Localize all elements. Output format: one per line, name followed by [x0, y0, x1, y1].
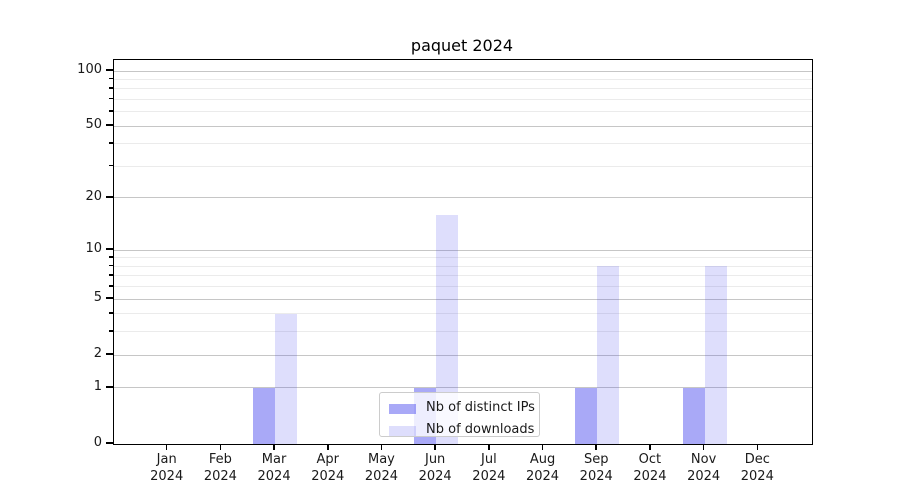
bar-distinct-ips [682, 387, 705, 444]
x-axis-tick-label: Jul 2024 [472, 452, 506, 484]
bar-downloads [275, 313, 298, 444]
gridline-major [114, 354, 812, 356]
gridline-minor [114, 165, 812, 167]
y-axis-tick-label: 2 [93, 346, 102, 362]
y-axis-minor-tick [109, 285, 113, 287]
y-axis-major-tick [106, 353, 113, 355]
x-axis-tick-label: Aug 2024 [525, 452, 560, 484]
x-axis-tick-label: Jun 2024 [418, 452, 452, 484]
gridline-minor [114, 286, 812, 288]
x-axis-tick [702, 444, 705, 450]
bar-downloads [597, 266, 620, 444]
x-axis-tick-label: Oct 2024 [633, 452, 667, 484]
y-axis-minor-tick [109, 256, 113, 258]
x-axis-tick [273, 444, 275, 450]
y-axis-minor-tick [109, 97, 113, 100]
x-axis-tick-label: Jan 2024 [150, 452, 184, 484]
x-axis-tick [165, 444, 168, 450]
y-axis-major-tick [106, 69, 113, 71]
x-axis-tick [327, 444, 329, 450]
x-axis-tick-label: Sep 2024 [579, 452, 613, 484]
x-axis-tick-label: Apr 2024 [311, 452, 345, 484]
x-axis-tick-label: Feb 2024 [203, 452, 237, 484]
gridline-major [114, 387, 812, 389]
x-axis-tick [595, 444, 597, 450]
bar-distinct-ips [253, 387, 276, 444]
y-axis-major-tick [106, 297, 113, 299]
gridline-minor [114, 98, 812, 100]
y-axis-minor-tick [109, 274, 113, 276]
y-axis-tick-label: 0 [93, 435, 102, 450]
gridline-major [114, 197, 812, 199]
x-axis-tick [380, 444, 383, 450]
x-axis-tick-label: May 2024 [364, 452, 398, 484]
y-axis-minor-tick [109, 142, 113, 144]
y-axis-tick-label: 1 [93, 378, 102, 394]
gridline-major [114, 249, 812, 251]
gridline-major [114, 125, 812, 127]
y-axis-minor-tick [109, 87, 113, 89]
x-axis-tick-label: Nov 2024 [687, 452, 721, 484]
y-axis-minor-tick [109, 110, 113, 112]
y-axis-minor-tick [109, 312, 113, 314]
x-axis-tick [488, 444, 490, 450]
plot-area [113, 59, 813, 445]
gridline-minor [114, 313, 812, 315]
gridline-minor [114, 275, 812, 277]
legend: Nb of distinct IPs Nb of downloads [379, 392, 540, 437]
y-axis-tick-label: 100 [77, 62, 102, 77]
y-axis-tick-label: 20 [85, 188, 102, 204]
y-axis-minor-tick [109, 77, 113, 80]
y-axis-minor-tick [109, 264, 113, 267]
legend-item-label: Nb of downloads [426, 422, 535, 437]
gridline-minor [114, 143, 812, 145]
bar-downloads [704, 266, 727, 444]
gridline-minor [114, 331, 812, 333]
x-axis-tick [756, 444, 759, 450]
gridline-minor [114, 78, 812, 80]
gridline-major [114, 70, 812, 72]
y-axis-minor-tick [109, 330, 113, 332]
legend-item: Nb of distinct IPs [380, 398, 539, 420]
gridline-major [114, 298, 812, 300]
legend-item-label: Nb of distinct IPs [426, 400, 535, 415]
bar-distinct-ips [575, 387, 598, 444]
x-axis-tick [434, 444, 436, 450]
y-axis-minor-tick [109, 164, 113, 167]
x-axis-tick-label: Mar 2024 [257, 452, 291, 484]
x-axis-tick-label: Dec 2024 [740, 452, 774, 484]
gridline-minor [114, 265, 812, 267]
y-axis-tick-label: 5 [93, 290, 102, 306]
bar-downloads [436, 215, 459, 444]
legend-item: Nb of downloads [380, 420, 539, 442]
x-axis-tick [649, 444, 651, 450]
gridline-minor [114, 111, 812, 113]
y-axis-tick-label: 50 [85, 117, 102, 133]
y-axis-major-tick [106, 442, 113, 444]
gridline-minor [114, 88, 812, 90]
legend-swatch [389, 426, 416, 436]
gridline-minor [114, 257, 812, 259]
y-axis-major-tick [106, 386, 113, 388]
legend-swatch [389, 404, 416, 414]
y-axis-major-tick [106, 248, 113, 250]
chart-title: paquet 2024 [410, 36, 514, 55]
y-axis-major-tick [106, 196, 113, 198]
x-axis-tick [541, 444, 544, 450]
y-axis-major-tick [106, 124, 113, 126]
x-axis-tick [219, 444, 222, 450]
y-axis-tick-label: 10 [85, 241, 102, 257]
